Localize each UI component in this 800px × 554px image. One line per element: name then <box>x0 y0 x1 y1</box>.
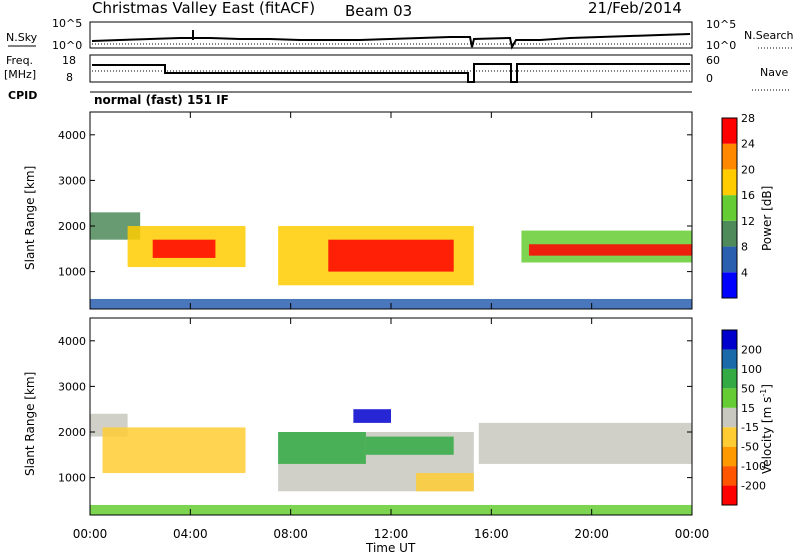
velocity-colorbar-tick: 200 <box>741 343 762 356</box>
x-tick-label: 00:00 <box>675 527 710 541</box>
power-colorbar-swatch <box>722 246 737 273</box>
velocity-colorbar-swatch <box>722 349 737 369</box>
power-colorbar-tick: 24 <box>741 138 755 151</box>
velocity-echo-region <box>353 409 391 423</box>
radar-title: Christmas Valley East (fitACF) <box>92 0 315 17</box>
y-tick-label: 3000 <box>58 174 86 187</box>
power-heatmap <box>90 212 692 309</box>
power-colorbar-tick: 4 <box>741 266 748 279</box>
power-colorbar-frame <box>721 117 738 299</box>
power-colorbar-swatch <box>722 220 737 247</box>
x-tick-label: 00:00 <box>73 527 108 541</box>
velocity-colorbar-tick: 50 <box>741 382 755 395</box>
x-tick-label: 12:00 <box>374 527 409 541</box>
velocity-y-axis: 1000 2000 3000 4000 <box>58 335 692 485</box>
noise-tick-left-top: 10^5 <box>52 17 82 30</box>
nsky-trace <box>91 33 691 50</box>
freq-tick-top: 18 <box>62 54 76 67</box>
y-tick-label: 4000 <box>58 335 86 348</box>
freq-panel <box>89 54 693 83</box>
power-echo-region <box>328 239 454 272</box>
velocity-colorbar-label-sup: -1 <box>759 389 768 397</box>
power-y-axis: 1000 2000 3000 4000 <box>58 129 692 279</box>
date-label: 21/Feb/2014 <box>588 0 682 17</box>
cpid-label: CPID <box>8 89 37 102</box>
beam-label: Beam 03 <box>345 2 412 20</box>
freq-tick-bottom: 8 <box>66 71 73 84</box>
velocity-colorbar-swatch <box>722 427 737 447</box>
velocity-echo-region <box>278 432 366 464</box>
velocity-colorbar-swatch <box>722 330 737 350</box>
velocity-echo-region <box>365 436 454 455</box>
nsearch-label: N.Search <box>744 29 794 42</box>
velocity-colorbar-tick: -15 <box>741 421 759 434</box>
y-tick-label: 4000 <box>58 129 86 142</box>
power-colorbar-swatch <box>722 169 737 196</box>
nave-tick-bottom: 0 <box>706 72 713 85</box>
velocity-colorbar-label-close: ] <box>760 384 774 389</box>
power-colorbar-tick: 8 <box>741 241 748 254</box>
velocity-colorbar-swatch <box>722 407 737 428</box>
power-colorbar-tick: 20 <box>741 163 755 176</box>
velocity-colorbar-frame <box>721 329 738 506</box>
x-axis-label: Time UT <box>365 541 416 554</box>
velocity-colorbar-swatch <box>722 466 737 486</box>
power-colorbar-label: Power [dB] <box>760 186 774 251</box>
power-colorbar-swatch <box>722 195 737 221</box>
velocity-ylabel: Slant Range [km] <box>23 372 37 476</box>
y-tick-label: 2000 <box>58 220 86 233</box>
power-ylabel: Slant Range [km] <box>23 166 37 270</box>
x-tick-label: 04:00 <box>173 527 208 541</box>
cpid-text: normal (fast) 151 IF <box>94 93 229 107</box>
noise-tick-right-top: 10^5 <box>706 18 736 31</box>
freq-label: Freq. <box>6 54 33 67</box>
x-tick-label: 16:00 <box>474 527 509 541</box>
noise-panel <box>89 21 693 49</box>
velocity-colorbar-tick: -50 <box>741 441 759 454</box>
x-tick-label: 20:00 <box>574 527 609 541</box>
nave-label: Nave <box>760 66 788 79</box>
power-colorbar: 28 24 20 16 12 8 4 <box>721 112 755 299</box>
power-colorbar-swatch <box>722 143 737 170</box>
velocity-colorbar: 200 100 50 15 -15 -50 -100 -200 <box>721 329 766 506</box>
freq-unit-label: [MHz] <box>4 68 36 81</box>
time-x-axis: 00:00 04:00 08:00 12:00 16:00 20:00 00:00 <box>73 112 710 541</box>
velocity-colorbar-swatch <box>722 388 737 408</box>
power-colorbar-tick: 16 <box>741 189 755 202</box>
y-tick-label: 3000 <box>58 380 86 393</box>
velocity-colorbar-tick: -200 <box>741 480 766 493</box>
x-tick-label: 08:00 <box>273 527 308 541</box>
noise-tick-right-bottom: 10^0 <box>706 39 736 52</box>
velocity-colorbar-swatch <box>722 446 737 467</box>
velocity-colorbar-tick: 100 <box>741 363 762 376</box>
velocity-echo-region <box>478 422 692 464</box>
velocity-colorbar-tick: 15 <box>741 402 755 415</box>
noise-tick-left-bottom: 10^0 <box>52 39 82 52</box>
power-colorbar-swatch <box>722 272 737 298</box>
power-echo-region <box>528 244 692 256</box>
power-colorbar-swatch <box>722 118 737 144</box>
y-tick-label: 2000 <box>58 426 86 439</box>
y-tick-label: 1000 <box>58 266 86 279</box>
y-tick-label: 1000 <box>58 472 86 485</box>
velocity-colorbar-tick: -100 <box>741 460 766 473</box>
freq-trace <box>92 63 690 83</box>
velocity-colorbar-swatch <box>722 485 737 505</box>
nave-tick-top: 60 <box>706 54 720 67</box>
power-colorbar-tick: 12 <box>741 215 755 228</box>
velocity-colorbar-label: Velocity [m s-1] <box>759 384 774 474</box>
nsky-label: N.Sky <box>6 31 38 44</box>
power-echo-region <box>152 239 216 258</box>
velocity-echo-region <box>416 473 474 492</box>
velocity-colorbar-swatch <box>722 368 737 389</box>
velocity-heatmap <box>90 409 692 515</box>
velocity-colorbar-label-main: Velocity [m s <box>760 397 774 474</box>
velocity-echo-region <box>102 427 246 474</box>
power-colorbar-tick: 28 <box>741 112 755 125</box>
